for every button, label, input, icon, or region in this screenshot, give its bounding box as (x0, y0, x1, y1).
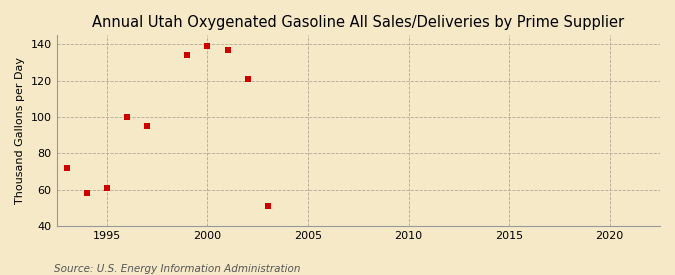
Point (222, 48, 233, 52)
Point (122, 115, 132, 119)
Point (61, 166, 72, 170)
Point (182, 53, 192, 57)
Title: Annual Utah Oxygenated Gasoline All Sales/Deliveries by Prime Supplier: Annual Utah Oxygenated Gasoline All Sale… (92, 15, 624, 30)
Y-axis label: Thousand Gallons per Day: Thousand Gallons per Day (15, 57, 25, 204)
Point (142, 124, 153, 128)
Point (242, 77, 253, 81)
Text: Source: U.S. Energy Information Administration: Source: U.S. Energy Information Administ… (54, 264, 300, 274)
Point (263, 204, 273, 208)
Point (202, 44, 213, 48)
Point (81, 191, 92, 196)
Point (101, 186, 112, 190)
